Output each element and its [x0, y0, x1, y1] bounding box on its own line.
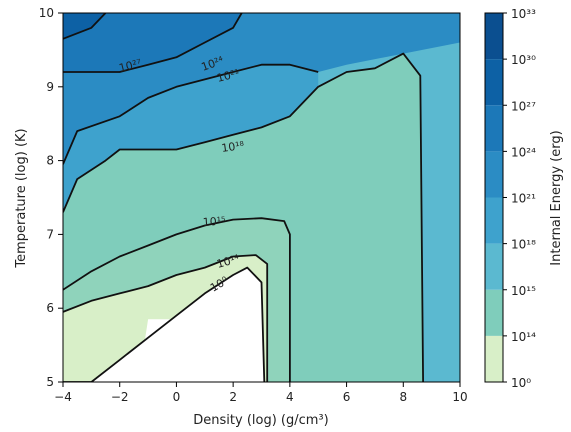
colorbar-ticks: 10⁰ 10¹⁴ 10¹⁵ 10¹⁸ 10²¹ 10²⁴ 10²⁷ 10³⁰ 10³³: [503, 7, 536, 390]
colorbar-segment: [485, 59, 503, 106]
contour-lines: [63, 13, 424, 382]
contour-line-2: [63, 217, 291, 382]
colorbar-tick-label: 10¹⁴: [511, 330, 536, 344]
colorbar-segment: [485, 13, 503, 60]
colorbar-tick-label: 10¹⁸: [511, 238, 536, 252]
contour-line-6: [63, 13, 107, 40]
colorbar-tick-label: 10³⁰: [511, 53, 536, 67]
contour-line-0: [63, 266, 266, 382]
x-tick-label: −4: [54, 390, 72, 404]
contour-label-14: 10¹⁴: [215, 252, 241, 271]
x-tick-label: −2: [111, 390, 129, 404]
colorbar: [485, 13, 503, 382]
x-tick-label: 0: [173, 390, 181, 404]
fill-white-notch: [97, 315, 185, 382]
y-axis-label: Temperature (log) (K): [14, 128, 29, 268]
x-tick-label: 6: [343, 390, 351, 404]
contour-label-27: 10²⁷: [118, 57, 143, 75]
colorbar-tick-label: 10²¹: [511, 192, 536, 206]
x-tick-label: 2: [229, 390, 237, 404]
fill-band-white: [63, 267, 265, 382]
contour-line-4: [63, 63, 319, 165]
x-axis-ticks: −4 −2 0 2 4 6 8 10: [54, 382, 468, 404]
y-tick-label: 6: [46, 301, 54, 315]
colorbar-segment: [485, 243, 503, 290]
y-axis-ticks: 5 6 7 8 9 10: [39, 6, 63, 389]
x-tick-label: 8: [399, 390, 407, 404]
contour-labels: 10²⁷ 10²⁴ 10²¹ 10¹⁸ 10¹⁵ 10¹⁴ 10⁰: [118, 54, 246, 295]
colorbar-segment: [485, 335, 503, 382]
contour-label-21: 10²¹: [216, 67, 241, 85]
x-tick-label: 4: [286, 390, 294, 404]
plot-frame: [62, 12, 461, 383]
contour-fills: [63, 13, 460, 382]
contour-line-5: [63, 13, 243, 73]
y-tick-label: 10: [39, 6, 54, 20]
contour-label-18: 10¹⁸: [221, 139, 246, 155]
colorbar-tick-label: 10¹⁵: [511, 284, 536, 298]
contour-line-1: [63, 254, 269, 382]
colorbar-segment: [485, 197, 503, 244]
y-tick-label: 5: [46, 375, 54, 389]
colorbar-tick-label: 10²⁴: [511, 145, 536, 159]
colorbar-segment: [485, 289, 503, 336]
colorbar-segment: [485, 105, 503, 152]
colorbar-tick-label: 10³³: [511, 7, 536, 21]
y-tick-label: 8: [46, 154, 54, 168]
colorbar-tick-label: 10⁰: [511, 376, 531, 390]
colorbar-segment: [485, 151, 503, 198]
y-tick-label: 9: [46, 80, 54, 94]
y-tick-label: 7: [46, 227, 54, 241]
x-tick-label: 10: [452, 390, 467, 404]
colorbar-tick-label: 10²⁷: [511, 99, 536, 113]
contour-line-3: [63, 52, 424, 382]
x-axis-label: Density (log) (g/cm³): [193, 413, 328, 428]
colorbar-label: Internal Energy (erg): [549, 130, 564, 265]
contour-label-15: 10¹⁵: [202, 214, 226, 229]
